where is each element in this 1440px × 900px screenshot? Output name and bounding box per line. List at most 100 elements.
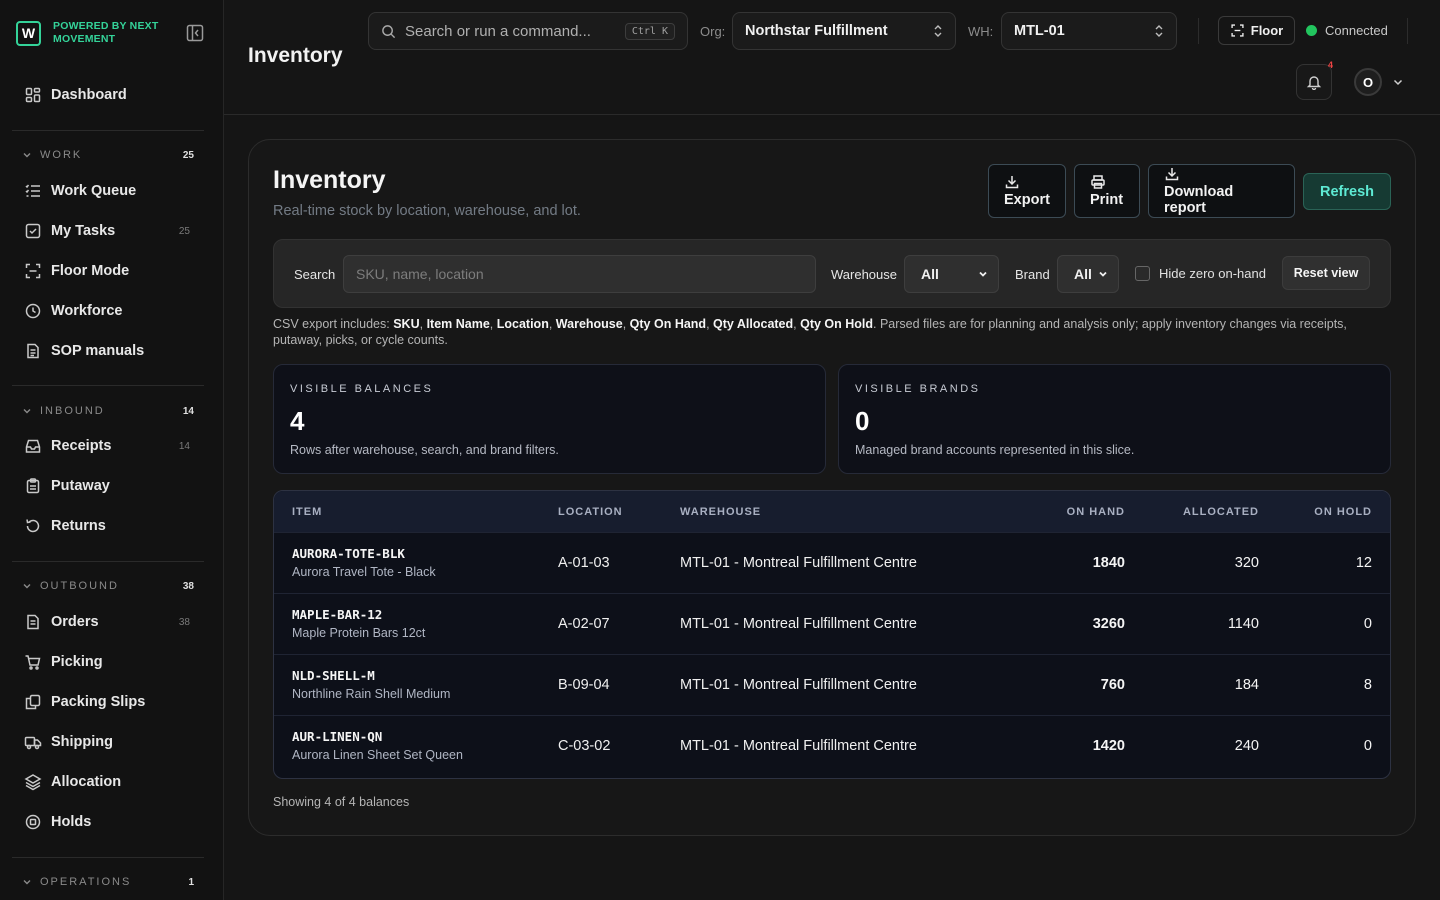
search-placeholder: SKU, name, location bbox=[356, 266, 484, 282]
table-row[interactable]: MAPLE-BAR-12 Maple Protein Bars 12ct A-0… bbox=[274, 593, 1390, 654]
sidebar-item-label: My Tasks bbox=[51, 223, 116, 239]
sidebar-item-returns[interactable]: Returns bbox=[24, 512, 200, 540]
chevron-updown-icon bbox=[933, 24, 943, 38]
warehouse-filter-select[interactable]: All bbox=[904, 255, 999, 293]
copy-icon bbox=[24, 693, 42, 711]
grid-icon bbox=[24, 86, 42, 104]
sidebar-item-label: SOP manuals bbox=[51, 343, 145, 359]
org-value: Northstar Fulfillment bbox=[745, 23, 888, 39]
column-header-item[interactable]: ITEM bbox=[292, 506, 323, 518]
row-sku: NLD-SHELL-M bbox=[292, 668, 375, 683]
row-allocated: 320 bbox=[1234, 555, 1259, 571]
connection-status: Connected bbox=[1306, 23, 1388, 38]
section-title: WORK bbox=[40, 149, 83, 161]
row-on-hold: 12 bbox=[1355, 555, 1372, 571]
sidebar-item-putaway[interactable]: Putaway bbox=[24, 472, 200, 500]
row-location: A-01-03 bbox=[558, 555, 610, 571]
download-icon bbox=[1004, 174, 1020, 190]
row-on-hand: 1840 bbox=[1092, 555, 1125, 571]
layers-icon bbox=[24, 773, 42, 791]
chevron-down-icon[interactable] bbox=[1392, 76, 1404, 88]
search-icon bbox=[381, 24, 396, 39]
card-title: Inventory bbox=[273, 166, 386, 194]
sidebar-item-shipping[interactable]: Shipping bbox=[24, 728, 200, 756]
checkbox-box[interactable] bbox=[1135, 266, 1150, 281]
print-button[interactable]: Print bbox=[1074, 164, 1140, 218]
row-location: A-02-07 bbox=[558, 616, 610, 632]
column-header-on-hold[interactable]: ON HOLD bbox=[1314, 506, 1372, 518]
chevron-down-icon bbox=[22, 150, 32, 160]
warehouse-select[interactable]: MTL-01 bbox=[1001, 12, 1177, 50]
sidebar-item-work-queue[interactable]: Work Queue bbox=[24, 177, 200, 205]
floor-button[interactable]: Floor bbox=[1218, 16, 1295, 45]
refresh-button[interactable]: Refresh bbox=[1303, 173, 1391, 210]
hide-zero-checkbox[interactable]: Hide zero on-hand bbox=[1135, 266, 1266, 281]
reset-view-button[interactable]: Reset view bbox=[1282, 256, 1370, 290]
row-item-name: Aurora Linen Sheet Set Queen bbox=[292, 748, 463, 762]
row-sku: MAPLE-BAR-12 bbox=[292, 607, 383, 622]
row-on-hand: 760 bbox=[1100, 677, 1125, 693]
row-on-hold: 0 bbox=[1363, 616, 1372, 632]
row-on-hand: 1420 bbox=[1092, 738, 1125, 754]
column-header-on-hand[interactable]: ON HAND bbox=[1066, 506, 1125, 518]
sidebar-item-my-tasks[interactable]: My Tasks 25 bbox=[24, 217, 200, 245]
section-count: 1 bbox=[188, 876, 194, 888]
avatar[interactable]: O bbox=[1354, 68, 1382, 96]
column-header-warehouse[interactable]: WAREHOUSE bbox=[680, 506, 762, 518]
sidebar: W POWERED BY NEXT MOVEMENT Dashboard WOR… bbox=[0, 0, 224, 900]
inventory-table: ITEM LOCATION WAREHOUSE ON HAND ALLOCATE… bbox=[273, 490, 1391, 779]
table-row[interactable]: AUR-LINEN-QN Aurora Linen Sheet Set Quee… bbox=[274, 715, 1390, 776]
csv-field: Qty On Hand bbox=[629, 317, 707, 331]
sidebar-item-count: 25 bbox=[178, 225, 190, 237]
sidebar-item-allocation[interactable]: Allocation bbox=[24, 768, 200, 796]
row-on-hold: 0 bbox=[1363, 738, 1372, 754]
command-search[interactable]: Search or run a command... Ctrl K bbox=[368, 12, 688, 50]
stat-value: 0 bbox=[855, 406, 870, 436]
brand-filter-select[interactable]: All bbox=[1057, 255, 1119, 293]
sidebar-item-count: 38 bbox=[178, 616, 190, 628]
sidebar-item-sop-manuals[interactable]: SOP manuals bbox=[24, 337, 200, 365]
column-header-allocated[interactable]: ALLOCATED bbox=[1182, 506, 1259, 518]
command-placeholder: Search or run a command... bbox=[405, 22, 591, 40]
warehouse-filter-value: All bbox=[921, 266, 939, 282]
sidebar-section-inbound[interactable]: INBOUND 14 bbox=[22, 405, 198, 417]
search-input[interactable]: SKU, name, location bbox=[343, 255, 816, 293]
sidebar-item-workforce[interactable]: Workforce bbox=[24, 297, 200, 325]
org-select[interactable]: Northstar Fulfillment bbox=[732, 12, 956, 50]
column-header-location[interactable]: LOCATION bbox=[558, 506, 623, 518]
print-label: Print bbox=[1090, 192, 1124, 208]
wh-value: MTL-01 bbox=[1014, 23, 1065, 39]
sidebar-section-work[interactable]: WORK 25 bbox=[22, 149, 198, 161]
rotate-icon bbox=[24, 517, 42, 535]
table-row[interactable]: AURORA-TOTE-BLK Aurora Travel Tote - Bla… bbox=[274, 532, 1390, 593]
wh-label: WH: bbox=[968, 24, 994, 39]
inventory-card: Inventory Real-time stock by location, w… bbox=[248, 139, 1416, 836]
sidebar-item-holds[interactable]: Holds bbox=[24, 808, 200, 836]
truck-icon bbox=[24, 733, 42, 751]
sidebar-item-picking[interactable]: Picking bbox=[24, 648, 200, 676]
section-count: 25 bbox=[182, 149, 194, 161]
table-header: ITEM LOCATION WAREHOUSE ON HAND ALLOCATE… bbox=[274, 491, 1390, 532]
sidebar-item-floor-mode[interactable]: Floor Mode bbox=[24, 257, 200, 285]
brand-logo: W bbox=[16, 20, 41, 46]
header-divider bbox=[1407, 18, 1408, 44]
row-warehouse: MTL-01 - Montreal Fulfillment Centre bbox=[680, 738, 917, 754]
csv-note: CSV export includes: SKU, Item Name, Loc… bbox=[273, 317, 1347, 347]
section-count: 38 bbox=[182, 580, 194, 592]
notifications-button[interactable]: 4 bbox=[1296, 60, 1333, 100]
download-report-button[interactable]: Download report bbox=[1148, 164, 1295, 218]
sidebar-collapse-icon[interactable] bbox=[186, 24, 204, 42]
filter-bar: Search SKU, name, location Warehouse All… bbox=[273, 239, 1391, 308]
sidebar-section-operations[interactable]: OPERATIONS 1 bbox=[22, 876, 198, 888]
sidebar-item-dashboard[interactable]: Dashboard bbox=[24, 81, 200, 109]
export-button[interactable]: Export bbox=[988, 164, 1066, 218]
brand[interactable]: W POWERED BY NEXT MOVEMENT bbox=[16, 20, 173, 46]
sidebar-section-outbound[interactable]: OUTBOUND 38 bbox=[22, 580, 198, 592]
sidebar-item-packing-slips[interactable]: Packing Slips bbox=[24, 688, 200, 716]
csv-note-suffix: . Parsed files are for planning and anal… bbox=[273, 317, 1347, 347]
table-row[interactable]: NLD-SHELL-M Northline Rain Shell Medium … bbox=[274, 654, 1390, 715]
download-icon bbox=[1164, 166, 1180, 182]
sidebar-divider bbox=[12, 130, 204, 131]
sidebar-item-orders[interactable]: Orders 38 bbox=[24, 608, 200, 636]
sidebar-item-receipts[interactable]: Receipts 14 bbox=[24, 432, 200, 460]
